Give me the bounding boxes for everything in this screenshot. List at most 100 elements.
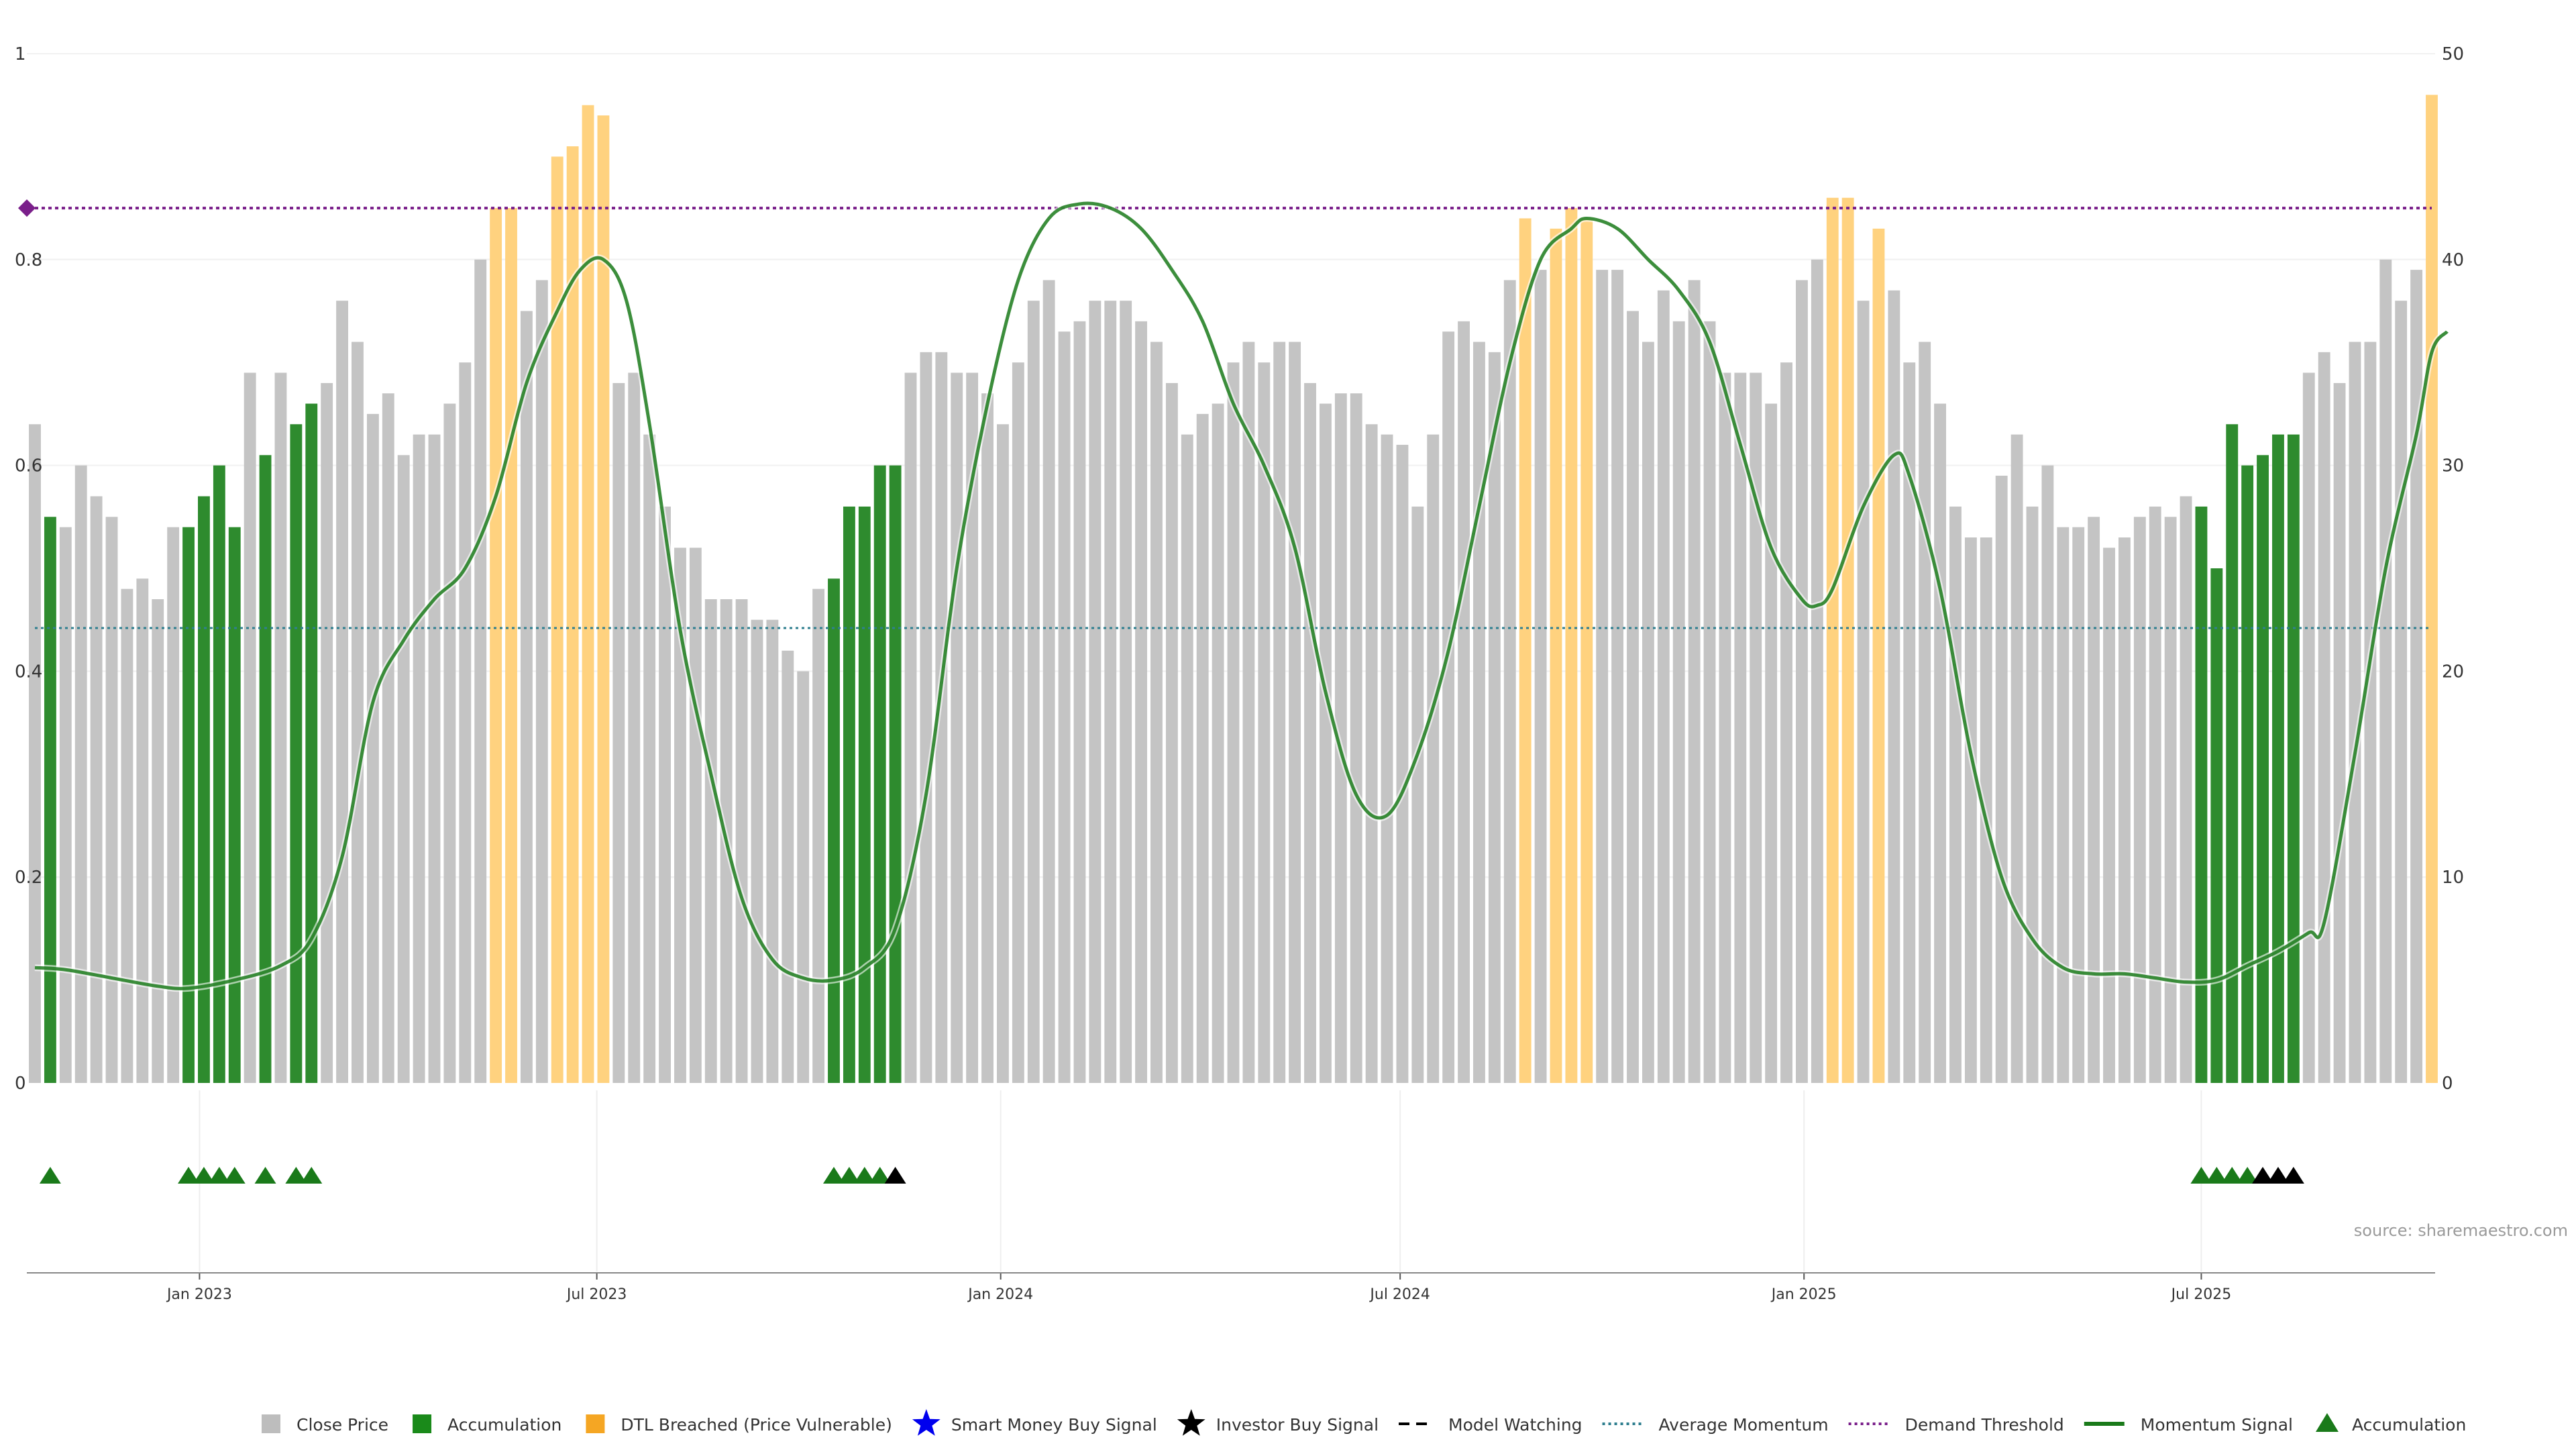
close-price-bar [2164, 517, 2177, 1083]
dtl-breached-bar [2426, 95, 2438, 1084]
close-price-bar [1780, 362, 1792, 1084]
close-price-bar [413, 434, 425, 1083]
close-price-bar [1273, 342, 1286, 1083]
close-price-bar [352, 342, 364, 1083]
square-icon [413, 1414, 432, 1433]
close-price-bar [59, 527, 72, 1083]
accumulation-bar [2287, 434, 2300, 1083]
close-price-bar [1427, 434, 1440, 1083]
close-price-bar [2349, 342, 2361, 1083]
close-price-bar [1365, 424, 1378, 1083]
close-price-bar [1995, 475, 2008, 1083]
close-price-bar [1949, 506, 1962, 1083]
close-price-bar [29, 424, 41, 1083]
close-price-bar [935, 352, 948, 1083]
close-price-bar [2010, 434, 2023, 1083]
close-price-bar [2118, 537, 2131, 1083]
accumulation-triangle [853, 1167, 875, 1184]
accumulation-triangle [2206, 1167, 2228, 1184]
close-price-bar [1227, 362, 1240, 1084]
close-price-bar [474, 259, 487, 1083]
y-left-tick-label: 0.4 [15, 662, 42, 682]
close-price-bar [1334, 393, 1347, 1083]
legend-label: Accumulation [2352, 1415, 2466, 1435]
dtl-breached-bar [1565, 208, 1578, 1084]
momentum-signal-halo [34, 199, 2450, 992]
x-tick-label: Jul 2023 [566, 1286, 627, 1303]
close-price-bar [1703, 321, 1716, 1084]
legend-item: Demand Threshold [1848, 1415, 2064, 1435]
close-price-bar [2333, 382, 2346, 1083]
close-price-bar [1212, 403, 1224, 1083]
accumulation-bar [2272, 434, 2284, 1083]
close-price-bar [1165, 382, 1178, 1083]
legend-label: Smart Money Buy Signal [951, 1415, 1157, 1435]
close-price-bar [121, 588, 133, 1083]
close-price-bar [1120, 301, 1132, 1083]
y-right-tick-label: 20 [2442, 662, 2464, 682]
close-price-bar [1750, 372, 1762, 1083]
close-price-bar [2410, 270, 2423, 1083]
close-price-bar [674, 548, 686, 1083]
triangle-icon [2315, 1413, 2339, 1432]
legend-label: Close Price [297, 1415, 388, 1435]
close-price-bar [1796, 280, 1808, 1084]
close-price-bar [2041, 465, 2054, 1083]
dtl-breached-bar [582, 105, 594, 1084]
accumulation-triangle [2221, 1167, 2243, 1184]
accumulation-triangle [39, 1167, 61, 1184]
close-price-bar [1135, 321, 1148, 1084]
accumulation-triangle [838, 1167, 860, 1184]
dtl-breached-bar [505, 208, 517, 1084]
close-price-bar [1289, 342, 1301, 1083]
dtl-breached-bar [1872, 228, 1885, 1083]
close-price-bar [167, 527, 180, 1083]
close-price-bar [1888, 290, 1900, 1083]
accumulation-triangle [178, 1167, 200, 1184]
close-price-bar [1688, 280, 1701, 1084]
accumulation-bar [2226, 424, 2239, 1083]
demand-threshold-marker [18, 199, 36, 217]
source-credit: source: sharemaestro.com [2354, 1221, 2568, 1240]
reference-lines-layer [18, 199, 2432, 629]
close-price-bar [1396, 444, 1409, 1083]
close-price-bar [1381, 434, 1393, 1083]
dtl-breached-bar [1841, 197, 1854, 1083]
close-price-bar [2379, 259, 2392, 1083]
close-price-bar [1012, 362, 1024, 1084]
legend-item: Investor Buy Signal [1177, 1409, 1379, 1436]
close-price-bar [336, 301, 349, 1083]
momentum-layer [34, 199, 2450, 992]
star-icon [1177, 1409, 1205, 1436]
close-price-bar [2149, 506, 2161, 1083]
close-price-bar [1503, 280, 1516, 1084]
legend-item: Smart Money Buy Signal [912, 1409, 1157, 1436]
dtl-breached-bar [597, 115, 610, 1083]
x-tick-label: Jan 2024 [967, 1286, 1033, 1303]
close-price-bar [2302, 372, 2315, 1083]
square-icon [262, 1414, 280, 1433]
close-price-bar [1642, 342, 1654, 1083]
close-price-bar [1811, 259, 1823, 1083]
accumulation-triangle [223, 1167, 246, 1184]
bars-layer [29, 95, 2438, 1084]
y-left-tick-label: 1 [15, 44, 26, 64]
legend-item: Accumulation [2315, 1413, 2466, 1435]
accumulation-bar [873, 465, 886, 1083]
momentum-signal-line [34, 201, 2449, 990]
close-price-bar [105, 517, 118, 1083]
close-price-bar [797, 671, 810, 1083]
accumulation-triangle [2237, 1167, 2259, 1184]
legend-item: Momentum Signal [2084, 1415, 2293, 1435]
dtl-breached-bar [1519, 218, 1532, 1084]
close-price-bar [782, 650, 794, 1083]
dtl-breached-bar [1580, 218, 1593, 1084]
close-price-bar [1934, 403, 1947, 1083]
investor-signal-triangle [2252, 1167, 2274, 1184]
close-price-bar [152, 599, 164, 1083]
y-right-tick-label: 50 [2442, 44, 2464, 64]
close-price-bar [1042, 280, 1055, 1084]
dtl-breached-bar [1826, 197, 1839, 1083]
close-price-bar [1350, 393, 1362, 1083]
